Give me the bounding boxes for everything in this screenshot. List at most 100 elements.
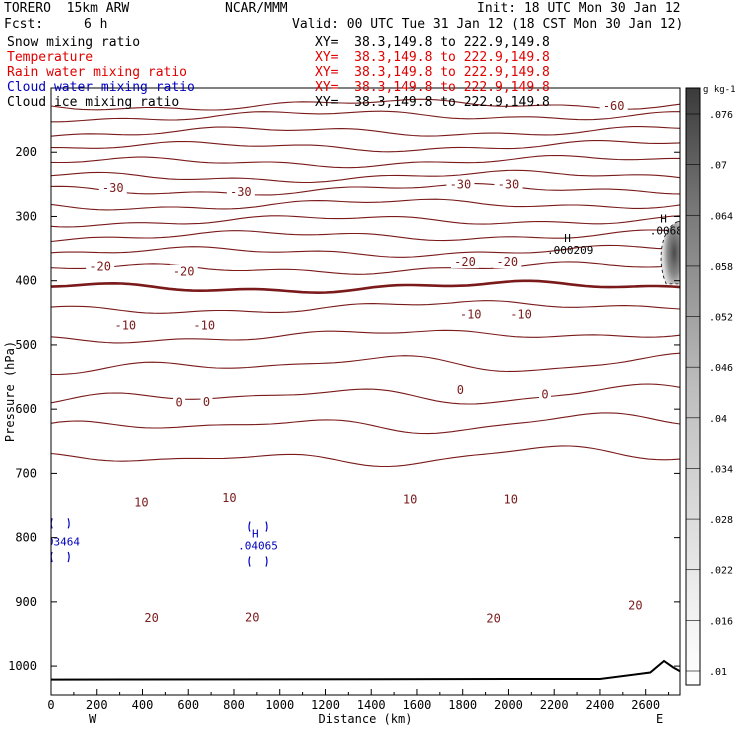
isotherm-30	[51, 445, 680, 468]
isotherm-label: -10	[193, 319, 215, 333]
y-tick-label: 700	[15, 466, 37, 480]
isotherm-label-bg	[500, 492, 521, 506]
isotherm-label: -10	[114, 319, 136, 333]
isotherm--40	[51, 154, 680, 169]
x-tick-label: 600	[177, 698, 199, 712]
isotherm-label: 0	[175, 396, 182, 410]
valid-time: Valid: 00 UTC Tue 31 Jan 12 (18 CST Mon …	[292, 17, 684, 32]
isotherm-label: 20	[628, 599, 642, 613]
fcst-label: Fcst:	[4, 17, 44, 32]
terrain-line	[51, 659, 680, 681]
x-tick-label: 0	[47, 698, 54, 712]
max-value: .000209	[547, 244, 593, 257]
isotherm-label-bg	[173, 395, 186, 409]
isotherm-5	[51, 300, 680, 314]
x-tick-label: 2600	[631, 698, 660, 712]
isotherm-label: -20	[89, 260, 111, 274]
isotherm-label-bg	[86, 259, 115, 273]
isotherm-label-bg	[483, 611, 504, 625]
isotherm--55	[51, 110, 680, 123]
plot-frame	[50, 87, 681, 696]
max-value: 38.2	[381, 76, 408, 89]
isotherm--35	[51, 169, 680, 184]
max-value: .0068	[650, 225, 683, 238]
isotherm-label-bg	[454, 382, 467, 396]
colorbar-tick-label: .076	[709, 110, 733, 121]
max-marker: H	[252, 527, 259, 540]
isotherm--60	[51, 98, 680, 111]
isotherm-label: -30	[450, 177, 472, 191]
isotherm-label-bg	[539, 387, 552, 401]
colorbar-tick-label: .064	[709, 211, 733, 222]
y-tick-label: 600	[15, 402, 37, 416]
isotherm-label: -20	[496, 255, 518, 269]
isotherm-label: 0	[457, 383, 464, 397]
y-tick-label: 500	[15, 338, 37, 352]
y-tick-label: 200	[15, 145, 37, 159]
isotherm-label-bg	[226, 185, 255, 199]
max-marker: H	[564, 232, 571, 245]
isotherm-label: -30	[230, 185, 252, 199]
isotherm-label: -30	[102, 181, 124, 195]
isotherm-label-bg	[493, 255, 522, 269]
legend-label: Snow mixing ratio	[7, 35, 141, 50]
x-tick-label: 1200	[311, 698, 340, 712]
model-title: TORERO 15km ARW	[4, 1, 130, 16]
x-tick-label: 200	[86, 698, 108, 712]
isotherm-label-bg	[494, 177, 523, 191]
isotherm-15	[51, 352, 680, 376]
colorbar-tick-label: .046	[709, 363, 733, 374]
isotherm-label-bg	[599, 98, 628, 112]
colorbar-tick-label: .016	[709, 616, 733, 627]
isotherm-label: -30	[498, 177, 520, 191]
isotherm--25	[51, 198, 680, 211]
isotherm-label: 20	[245, 610, 259, 624]
x-tick-label: 2000	[494, 698, 523, 712]
isotherm-label: 0	[541, 387, 548, 401]
legend-label: Temperature	[7, 50, 94, 65]
isotherm-group: -60 -30 -30 -30 -30 -20 -20 -20 -20 -10 -10 -10 -10 0…	[51, 98, 680, 626]
isotherm-label-bg	[450, 255, 479, 269]
isotherm-label-bg	[111, 318, 140, 332]
isotherm-label: -10	[460, 308, 482, 322]
legend-label: Cloud water mixing ratio	[7, 80, 195, 95]
isotherm-label-bg	[456, 307, 485, 321]
legend-xy: XY= 38.3,149.8 to 222.9,149.8	[315, 35, 550, 50]
isotherm-label-bg	[625, 598, 646, 612]
fcst-value: 6 h	[84, 17, 108, 32]
colorbar-tick-label: .052	[709, 313, 733, 324]
isotherm-label: 10	[504, 493, 518, 507]
isotherm-label: -20	[173, 265, 195, 279]
isotherm-label: 0	[203, 395, 210, 409]
colorbar-tick-label: .07	[709, 161, 727, 172]
isotherm--50	[51, 126, 680, 137]
isotherm--15	[51, 229, 680, 243]
isotherm--20	[51, 215, 680, 228]
isotherm--30	[51, 183, 680, 196]
max-value: .04065	[238, 539, 278, 552]
x-axis-title: Distance (km)	[319, 712, 413, 726]
legend-xy: XY= 38.3,149.8 to 222.9,149.8	[315, 65, 550, 80]
east-label: E	[656, 712, 663, 726]
isotherm-label-bg	[169, 264, 198, 278]
legend-label: Cloud ice mixing ratio	[7, 95, 180, 110]
isotherm-label: -10	[510, 308, 532, 322]
isotherm-label-bg	[400, 492, 421, 506]
y-tick-label: 400	[15, 274, 37, 288]
isotherm-label-bg	[131, 495, 152, 509]
x-tick-label: 2200	[540, 698, 569, 712]
colorbar-tick-label: .028	[709, 515, 733, 526]
isotherm-label-bg	[200, 395, 213, 409]
colorbar-fill	[685, 87, 701, 686]
legend-label: Rain water mixing ratio	[7, 65, 188, 80]
max-value: .03464	[40, 535, 80, 548]
cloud-water-bracket	[248, 521, 268, 567]
y-tick-label: 800	[15, 531, 37, 545]
isotherm-label-bg	[446, 177, 475, 191]
isotherm-label: 20	[144, 611, 158, 625]
legend-xy: XY= 38.3,149.8 to 222.9,149.8	[315, 95, 550, 110]
isotherm-label-bg	[98, 181, 127, 195]
x-tick-label: 1000	[265, 698, 294, 712]
